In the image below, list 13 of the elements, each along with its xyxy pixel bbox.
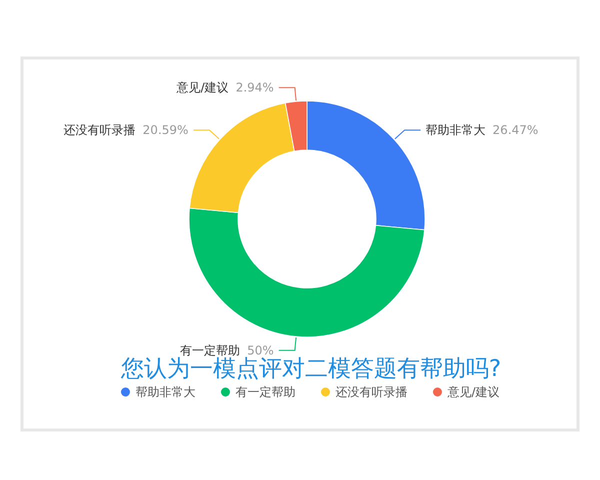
legend-label: 帮助非常大 <box>135 385 196 399</box>
slice-label: 还没有听录播 <box>64 123 136 138</box>
slice-label: 有一定帮助 <box>180 343 240 358</box>
data-label: 26.47% <box>492 123 538 138</box>
text: 您认为一模点评对二模答题有帮助吗? <box>120 356 502 382</box>
slice-label: 意见/建议 <box>176 80 229 95</box>
legend-label: 还没有听录播 <box>335 385 408 399</box>
slice-label: 帮助非常大 <box>426 123 486 138</box>
data-label: 20.59% <box>142 123 188 138</box>
data-label: 50% <box>247 343 274 358</box>
legend-label: 意见/建议 <box>446 385 500 399</box>
legend-label: 有一定帮助 <box>235 385 296 399</box>
data-label: 2.94% <box>236 80 274 95</box>
